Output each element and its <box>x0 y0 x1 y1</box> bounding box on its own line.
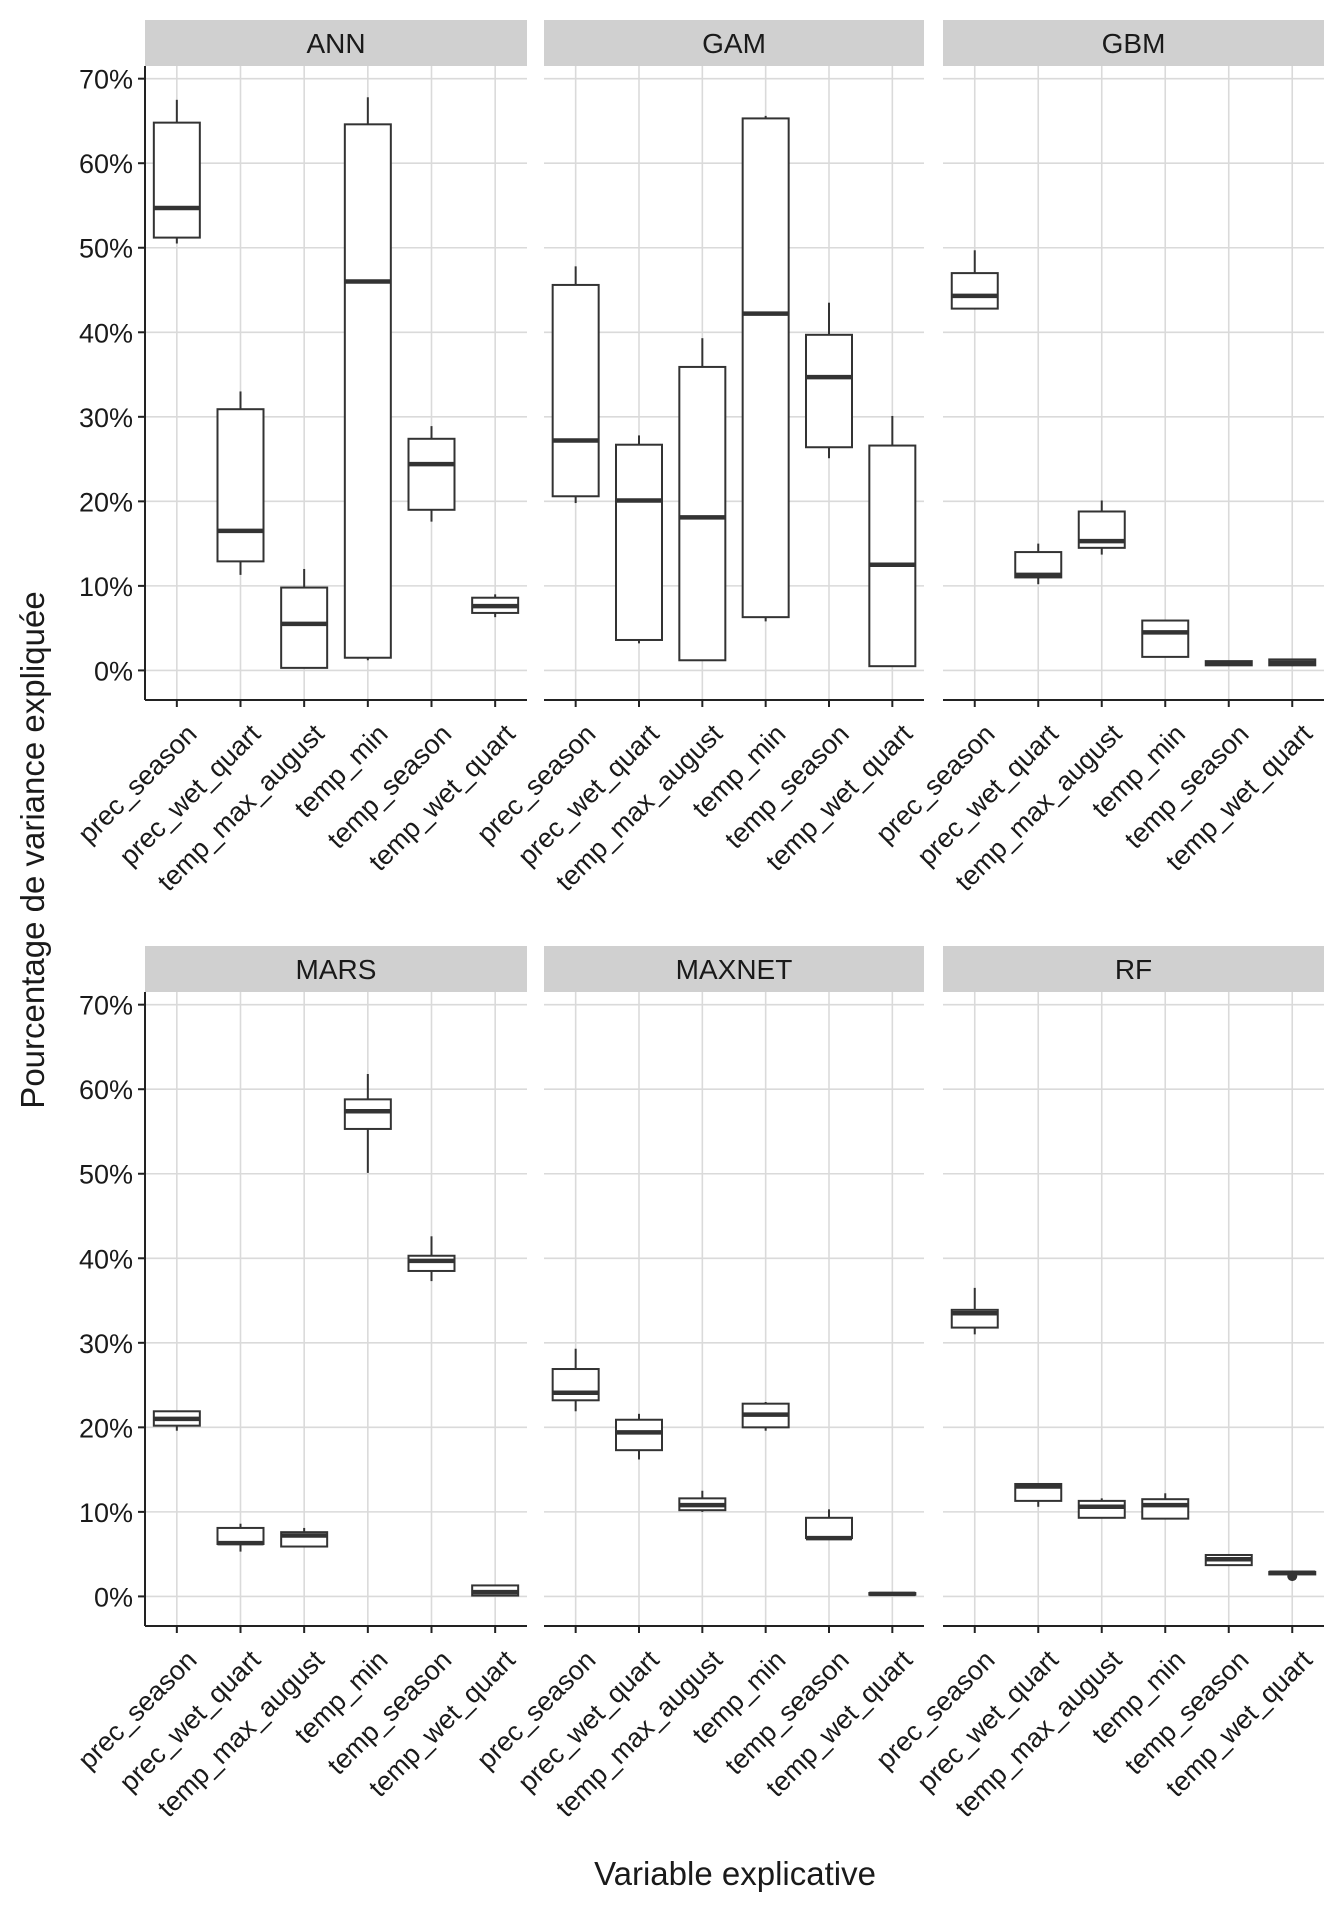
box-temp_max_august <box>1077 500 1126 555</box>
box-prec_wet_quart <box>615 1413 663 1460</box>
y-tick-label: 60% <box>79 1075 133 1105</box>
y-tick-label: 10% <box>79 1498 133 1528</box>
panel-title: GAM <box>702 28 766 59</box>
box-temp_season <box>1204 1553 1253 1567</box>
y-tick-label: 10% <box>79 572 133 602</box>
x-axis-title: Variable explicative <box>594 1855 876 1892</box>
box-temp_min <box>1141 1493 1190 1520</box>
panel-gbm: GBMprec_seasonprec_wet_quarttemp_max_aug… <box>870 20 1324 897</box>
box-prec_season <box>152 1410 201 1431</box>
y-tick-label: 0% <box>94 1582 133 1612</box>
panel-mars: MARS0%10%20%30%40%50%60%70%prec_seasonpr… <box>72 946 527 1823</box>
y-tick-label: 30% <box>79 403 133 433</box>
box-iqr <box>741 117 790 619</box>
box-iqr <box>678 365 727 662</box>
panel-strip <box>145 20 527 66</box>
panel-title: MAXNET <box>676 954 793 985</box>
box-prec_wet_quart <box>615 435 663 644</box>
box-temp_min <box>741 115 790 622</box>
panel-strip <box>544 946 924 992</box>
box-prec_season <box>551 1348 600 1412</box>
y-tick-label: 20% <box>79 487 133 517</box>
panel-title: GBM <box>1102 28 1166 59</box>
y-tick-label: 30% <box>79 1329 133 1359</box>
panel-gam: GAMprec_seasonprec_wet_quarttemp_max_aug… <box>471 20 924 897</box>
box-iqr <box>343 1098 392 1130</box>
box-prec_season <box>551 266 600 504</box>
box-iqr <box>805 333 853 449</box>
box-iqr <box>1141 1498 1190 1520</box>
outlier-point <box>1287 1571 1298 1582</box>
box-iqr <box>407 1254 456 1272</box>
box-temp_wet_quart <box>471 594 520 618</box>
box-prec_season <box>152 99 201 244</box>
y-tick-label: 0% <box>94 656 133 686</box>
box-prec_season <box>950 1287 999 1335</box>
box-temp_max_august <box>678 1490 727 1512</box>
box-iqr <box>950 272 999 310</box>
y-tick-label: 40% <box>79 318 133 348</box>
box-prec_season <box>950 250 999 310</box>
panel-ann: ANN0%10%20%30%40%50%60%70%prec_seasonpre… <box>72 20 527 897</box>
panel-strip <box>943 946 1324 992</box>
box-temp_max_august <box>1077 1498 1126 1519</box>
y-tick-label: 70% <box>79 991 133 1021</box>
box-temp_wet_quart <box>868 1591 917 1597</box>
box-prec_wet_quart <box>1014 543 1063 585</box>
box-temp_wet_quart <box>471 1584 520 1597</box>
box-iqr <box>216 408 265 563</box>
box-temp_min <box>1141 619 1190 658</box>
y-axis-title: Pourcentage de variance expliquée <box>14 591 51 1108</box>
box-iqr <box>868 444 917 668</box>
panel-strip <box>544 20 924 66</box>
box-temp_wet_quart <box>868 415 917 668</box>
box-iqr <box>343 123 392 659</box>
box-temp_max_august <box>678 338 727 662</box>
y-tick-label: 70% <box>79 65 133 95</box>
box-prec_wet_quart <box>216 1523 265 1552</box>
box-iqr <box>615 443 663 641</box>
box-temp_season <box>805 302 853 459</box>
y-tick-label: 50% <box>79 1160 133 1190</box>
box-temp_max_august <box>280 1527 329 1548</box>
box-temp_max_august <box>280 568 329 669</box>
box-iqr <box>280 586 329 669</box>
box-iqr <box>551 283 600 498</box>
box-temp_wet_quart <box>1268 658 1317 667</box>
box-iqr <box>1077 1499 1126 1519</box>
box-iqr <box>152 121 201 239</box>
box-prec_wet_quart <box>216 391 265 575</box>
panel-title: MARS <box>296 954 377 985</box>
box-temp_min <box>343 97 392 661</box>
box-iqr <box>407 437 456 511</box>
y-tick-label: 40% <box>79 1244 133 1274</box>
box-temp_season <box>805 1509 853 1541</box>
y-tick-label: 20% <box>79 1413 133 1443</box>
y-tick-label: 50% <box>79 234 133 264</box>
box-iqr <box>805 1516 853 1540</box>
panel-rf: RFprec_seasonprec_wet_quarttemp_max_augu… <box>870 946 1324 1823</box>
box-temp_min <box>343 1073 392 1173</box>
panel-strip <box>145 946 527 992</box>
panel-title: RF <box>1115 954 1152 985</box>
box-temp_wet_quart <box>1268 1570 1317 1582</box>
y-tick-label: 60% <box>79 149 133 179</box>
box-iqr <box>1141 619 1190 658</box>
panel-maxnet: MAXNETprec_seasonprec_wet_quarttemp_max_… <box>471 946 924 1823</box>
box-iqr <box>551 1368 600 1402</box>
box-temp_min <box>741 1401 790 1431</box>
panel-strip <box>943 20 1324 66</box>
box-temp_season <box>407 1236 456 1282</box>
box-iqr <box>615 1418 663 1452</box>
panel-title: ANN <box>306 28 365 59</box>
box-temp_season <box>1204 660 1253 667</box>
box-temp_season <box>407 426 456 522</box>
box-prec_wet_quart <box>1014 1482 1063 1507</box>
